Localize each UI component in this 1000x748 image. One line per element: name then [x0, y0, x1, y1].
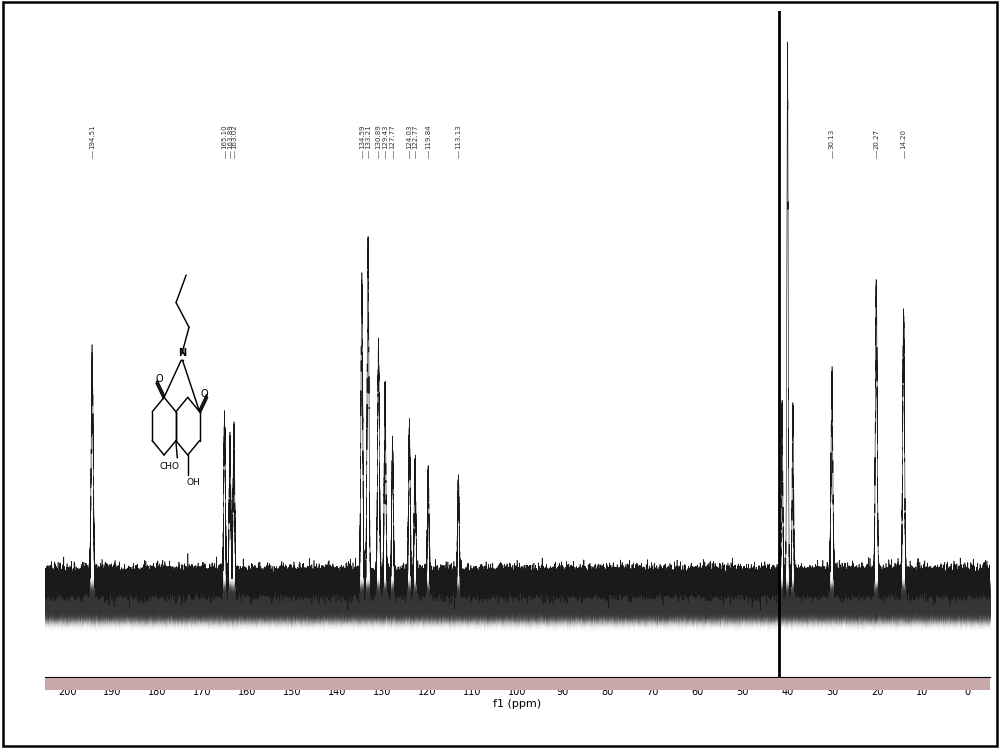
- Text: O: O: [155, 374, 163, 384]
- Text: CHO: CHO: [159, 462, 179, 471]
- Text: 113.13: 113.13: [455, 124, 461, 149]
- Text: 163.89: 163.89: [227, 124, 233, 149]
- X-axis label: f1 (ppm): f1 (ppm): [493, 699, 542, 709]
- Text: 194.51: 194.51: [89, 124, 95, 149]
- Text: O: O: [201, 389, 208, 399]
- Text: 130.89: 130.89: [375, 124, 381, 149]
- Text: 124.03: 124.03: [406, 124, 412, 149]
- Text: 122.77: 122.77: [412, 124, 418, 149]
- Text: 129.43: 129.43: [382, 124, 388, 149]
- Text: 119.84: 119.84: [425, 124, 431, 149]
- Text: 14.20: 14.20: [901, 129, 907, 149]
- Text: 165.10: 165.10: [222, 124, 228, 149]
- Text: 30.13: 30.13: [829, 129, 835, 149]
- Text: 134.59: 134.59: [359, 124, 365, 149]
- Text: 133.21: 133.21: [365, 124, 371, 149]
- Text: 163.02: 163.02: [231, 124, 237, 149]
- Text: OH: OH: [187, 478, 201, 487]
- Text: 20.27: 20.27: [873, 129, 879, 149]
- Text: 127.77: 127.77: [390, 124, 396, 149]
- Text: N: N: [178, 348, 186, 358]
